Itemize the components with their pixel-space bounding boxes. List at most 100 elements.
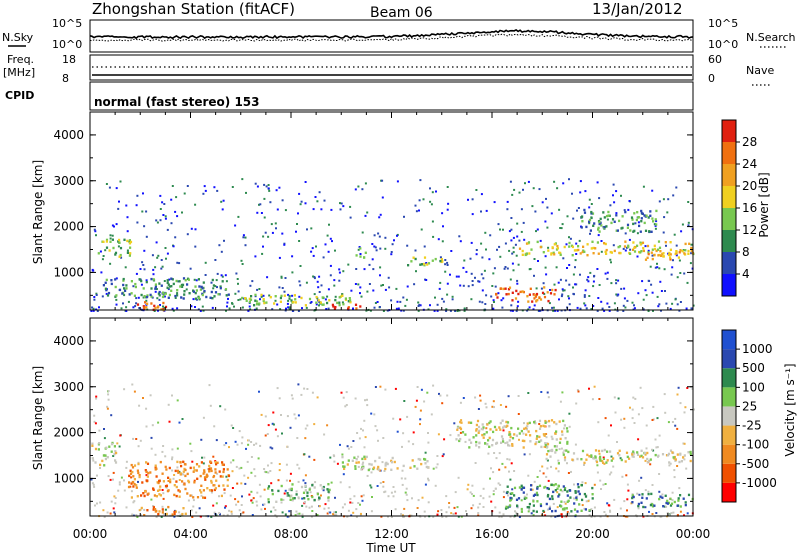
echo-speck: [240, 482, 243, 485]
echo-cell: [682, 497, 685, 500]
echo-speck: [271, 308, 274, 311]
echo-speck: [240, 504, 243, 506]
echo-speck: [141, 261, 144, 264]
echo-speck: [565, 513, 568, 516]
echo-speck: [434, 484, 437, 487]
echo-speck: [471, 198, 474, 201]
echo-cell: [174, 510, 177, 513]
echo-speck: [451, 295, 454, 298]
echo-speck: [242, 234, 245, 237]
echo-speck: [430, 203, 433, 206]
echo-speck: [494, 506, 497, 509]
echo-cell: [152, 508, 155, 511]
echo-cell: [145, 280, 148, 284]
echo-speck: [269, 470, 272, 472]
echo-cell: [555, 445, 558, 448]
echo-speck: [255, 500, 258, 503]
echo-cell: [414, 257, 417, 261]
echo-speck: [326, 234, 329, 237]
echo-cell: [521, 253, 524, 256]
echo-cell: [218, 293, 221, 296]
echo-speck: [167, 288, 170, 291]
echo-speck: [531, 488, 534, 491]
echo-cell: [673, 500, 676, 504]
echo-speck: [482, 497, 485, 500]
station-title: Zhongshan Station (fitACF): [92, 0, 295, 18]
echo-speck: [171, 469, 174, 472]
echo-speck: [573, 497, 576, 500]
echo-cell: [216, 461, 219, 464]
echo-cell: [577, 485, 580, 489]
echo-cell: [254, 299, 257, 302]
echo-cell: [109, 240, 112, 243]
echo-cell: [137, 462, 140, 466]
echo-speck: [561, 391, 564, 394]
echo-speck: [432, 467, 435, 470]
echo-speck: [176, 292, 179, 295]
echo-speck: [115, 277, 118, 280]
echo-speck: [647, 249, 650, 252]
echo-cell: [154, 508, 157, 511]
echo-speck: [190, 509, 193, 512]
echo-cell: [468, 438, 471, 442]
echo-speck: [431, 220, 434, 223]
echo-cell: [599, 217, 602, 221]
echo-speck: [419, 304, 422, 307]
echo-speck: [258, 288, 261, 290]
echo-speck: [187, 499, 190, 502]
echo-speck: [556, 309, 559, 312]
echo-speck: [446, 293, 449, 296]
echo-cell: [603, 242, 606, 245]
echo-speck: [471, 484, 474, 487]
echo-speck: [359, 253, 362, 255]
echo-speck: [613, 396, 616, 399]
echo-cell: [199, 288, 202, 291]
echo-speck: [270, 482, 273, 485]
nsky-label: N.Sky: [2, 31, 34, 44]
echo-speck: [679, 272, 682, 274]
echo-speck: [470, 507, 473, 510]
echo-cell: [592, 224, 595, 227]
echo-speck: [364, 182, 367, 185]
echo-speck: [251, 514, 254, 516]
echo-speck: [253, 443, 255, 446]
echo-speck: [683, 514, 685, 517]
echo-cell: [140, 293, 143, 297]
echo-speck: [546, 508, 549, 511]
echo-speck: [204, 189, 207, 192]
echo-cell: [154, 468, 157, 471]
echo-speck: [658, 473, 661, 475]
echo-cell: [167, 476, 170, 479]
echo-cell: [541, 291, 545, 295]
echo-speck: [417, 499, 420, 502]
echo-speck: [198, 507, 201, 510]
echo-speck: [528, 508, 531, 511]
echo-cell: [440, 258, 443, 261]
echo-speck: [454, 512, 457, 515]
echo-cell: [520, 507, 523, 511]
echo-speck: [680, 230, 683, 233]
echo-cell: [642, 505, 645, 509]
echo-speck: [568, 283, 571, 286]
echo-speck: [417, 305, 420, 307]
echo-speck: [299, 284, 302, 287]
echo-speck: [93, 420, 96, 423]
echo-speck: [362, 429, 364, 432]
echo-speck: [568, 512, 570, 515]
echo-speck: [109, 237, 112, 240]
echo-speck: [671, 421, 674, 423]
echo-speck: [361, 463, 364, 466]
echo-speck: [642, 185, 645, 188]
echo-speck: [306, 424, 309, 427]
echo-speck: [329, 456, 332, 459]
echo-cell: [499, 287, 502, 290]
echo-cell: [134, 282, 137, 286]
echo-cell: [500, 441, 503, 444]
echo-cell: [99, 463, 102, 467]
echo-cell: [241, 296, 244, 300]
echo-cell: [227, 474, 231, 478]
echo-cell: [638, 224, 641, 228]
echo-speck: [419, 179, 422, 182]
echo-speck: [610, 261, 612, 264]
